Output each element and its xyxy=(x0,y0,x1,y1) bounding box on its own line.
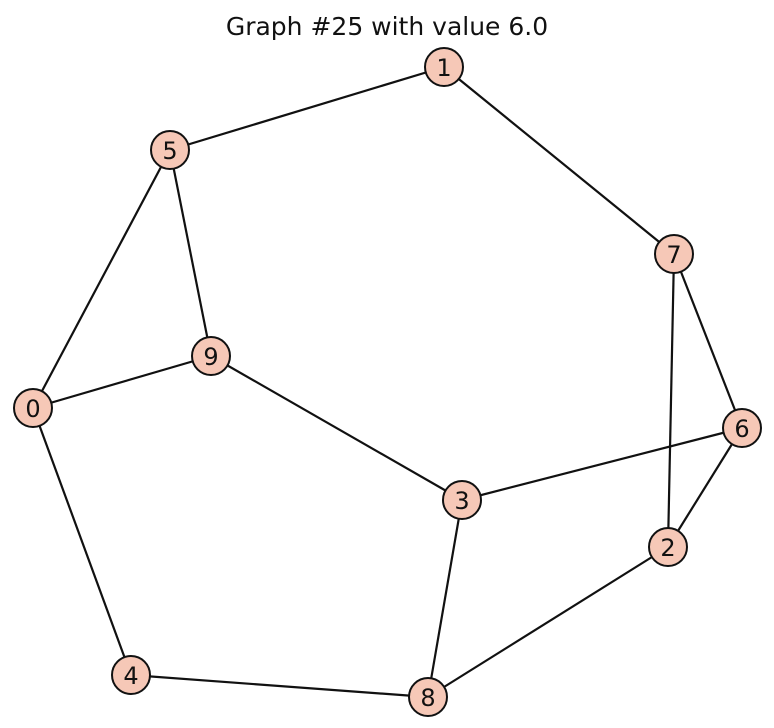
node-circle xyxy=(111,655,151,695)
node-6: 6 xyxy=(722,408,762,448)
node-8: 8 xyxy=(408,677,448,717)
node-label: 8 xyxy=(420,684,435,712)
edge-3-8 xyxy=(426,499,464,698)
node-7: 7 xyxy=(654,234,694,274)
node-label: 4 xyxy=(123,662,138,690)
edge-5-0 xyxy=(32,149,171,409)
node-label: 6 xyxy=(734,415,749,443)
node-circle xyxy=(424,47,464,87)
edge-2-8 xyxy=(427,546,669,698)
node-label: 0 xyxy=(25,395,40,423)
node-label: 9 xyxy=(203,343,218,371)
node-circle xyxy=(191,336,231,376)
node-circle xyxy=(150,130,190,170)
edge-6-3 xyxy=(461,426,743,502)
node-label: 1 xyxy=(436,54,451,82)
node-9: 9 xyxy=(191,336,231,376)
node-label: 5 xyxy=(162,137,177,165)
node-3: 3 xyxy=(442,480,482,520)
node-0: 0 xyxy=(13,388,53,428)
edge-7-6 xyxy=(672,253,744,429)
node-circle xyxy=(408,677,448,717)
node-circle xyxy=(648,527,688,567)
node-circle xyxy=(13,388,53,428)
edge-1-5 xyxy=(169,65,445,152)
node-label: 7 xyxy=(666,241,681,269)
edge-9-3 xyxy=(210,355,463,501)
node-1: 1 xyxy=(424,47,464,87)
node-4: 4 xyxy=(111,655,151,695)
node-2: 2 xyxy=(648,527,688,567)
node-circle xyxy=(442,480,482,520)
edge-0-9 xyxy=(32,354,212,410)
node-label: 3 xyxy=(454,487,469,515)
edge-7-2 xyxy=(666,253,676,548)
edges-layer xyxy=(31,65,744,699)
nodes-layer: 0 1 2 3 4 5 6 7 8 9 xyxy=(13,47,762,717)
node-label: 2 xyxy=(660,534,675,562)
edge-4-8 xyxy=(130,673,429,699)
node-5: 5 xyxy=(150,130,190,170)
edge-1-7 xyxy=(443,66,675,255)
node-circle xyxy=(654,234,694,274)
graph-title: Graph #25 with value 6.0 xyxy=(225,12,549,41)
edge-6-2 xyxy=(667,427,743,548)
node-circle xyxy=(722,408,762,448)
edge-5-9 xyxy=(168,149,213,357)
edge-0-4 xyxy=(31,407,133,676)
